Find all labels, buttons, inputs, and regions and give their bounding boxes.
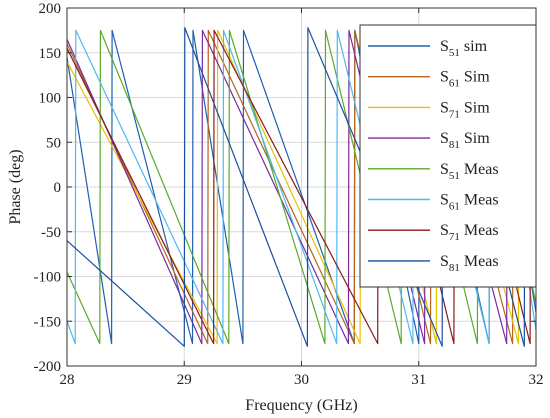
y-tick-label: 50 — [46, 135, 61, 151]
legend-entry: S71 Sim — [440, 99, 490, 120]
y-tick-label: -150 — [34, 314, 62, 330]
legend-entry: S61 Sim — [440, 69, 490, 90]
y-axis-ticks: 200 150 100 50 0 -50 -100 -150 -200 — [34, 1, 536, 375]
y-axis-label: Phase (deg) — [7, 149, 24, 224]
y-tick-label: 150 — [39, 46, 62, 62]
y-tick-label: -50 — [41, 225, 61, 241]
x-tick-label: 31 — [411, 372, 426, 388]
y-tick-label: 200 — [39, 1, 62, 17]
legend-box — [359, 24, 537, 288]
x-tick-label: 30 — [294, 372, 309, 388]
y-tick-label: -200 — [34, 359, 62, 375]
x-tick-label: 29 — [177, 372, 192, 388]
y-tick-label: 0 — [54, 180, 62, 196]
legend-entry: S71 Meas — [440, 222, 499, 243]
legend-entry: S51 sim — [440, 38, 488, 59]
series-line — [66, 29, 537, 345]
x-tick-label: 28 — [60, 372, 75, 388]
legend: S51 sim S61 Sim S71 Sim S81 Sim S51 Meas S61 … — [359, 24, 537, 288]
legend-entry: S51 Meas — [440, 161, 499, 182]
x-axis-label: Frequency (GHz) — [245, 397, 357, 414]
legend-entry: S61 Meas — [440, 192, 499, 213]
y-tick-label: -100 — [34, 270, 62, 286]
legend-entry: S81 Meas — [440, 253, 499, 274]
x-tick-label: 32 — [529, 372, 544, 388]
x-axis-ticks: 28 29 30 31 32 — [60, 8, 544, 388]
y-tick-label: 100 — [39, 91, 62, 107]
legend-entry: S81 Sim — [440, 130, 490, 151]
